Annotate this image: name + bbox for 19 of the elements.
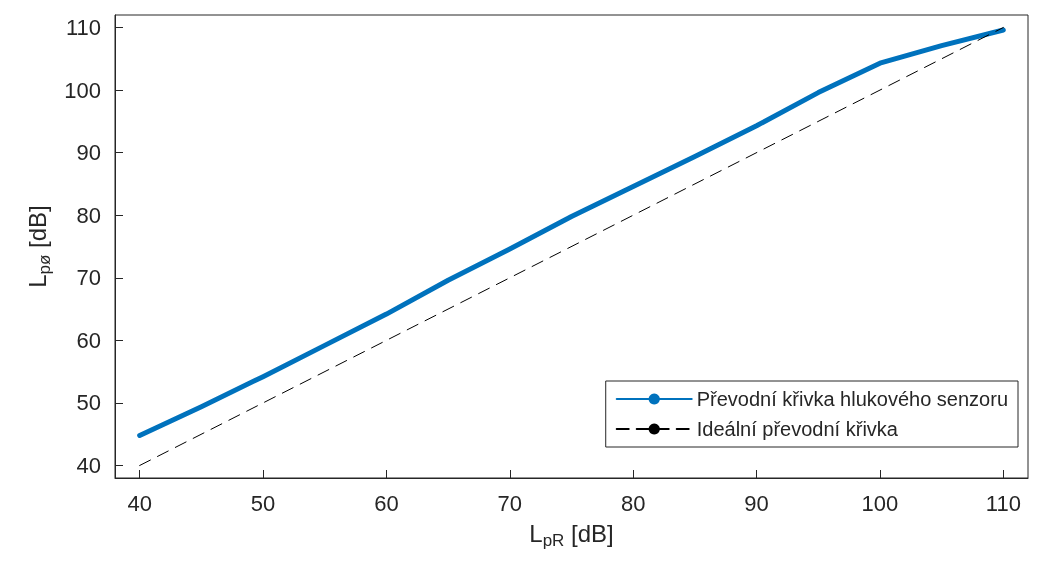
y-tick-label: 40 [76,452,101,478]
y-tick-label: 110 [65,15,101,41]
x-tick-label: 40 [127,490,152,516]
x-tick-label: 90 [744,490,769,516]
legend-label: Převodní křivka hlukového senzoru [696,388,1008,410]
x-tick-label: 110 [985,490,1021,516]
y-tick-label: 60 [76,327,101,353]
y-tick-label: 50 [76,390,101,416]
x-tick-label: 80 [620,490,646,516]
x-tick-label: 50 [250,490,276,516]
x-tick-label: 100 [861,490,899,516]
legend-label: Ideální převodní křivka [696,418,899,440]
y-tick-label: 90 [76,140,101,166]
x-tick-label: 70 [497,490,523,516]
y-tick-label: 100 [64,77,101,103]
y-tick-label: 70 [76,265,101,291]
x-tick-label: 60 [374,490,399,516]
y-axis-title: Lpø [dB] [24,205,54,288]
y-tick-label: 80 [76,202,101,228]
